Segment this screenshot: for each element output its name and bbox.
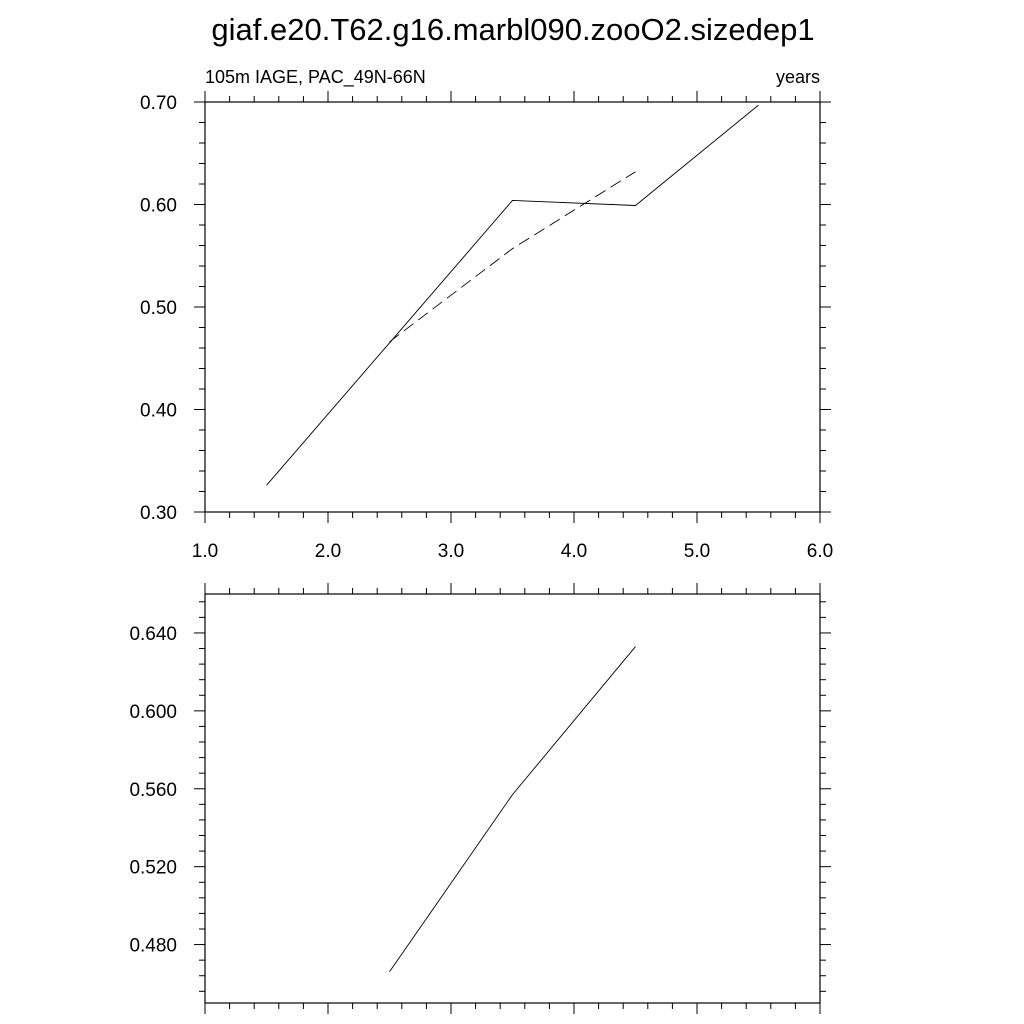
bottom-y-tick-label: 0.600: [129, 702, 177, 723]
chart-title: giaf.e20.T62.g16.marbl090.zooO2.sizedep1: [211, 12, 814, 47]
top-x-tick-label: 5.0: [684, 541, 710, 562]
top-y-tick-label: 0.60: [140, 196, 177, 217]
top-series-dashed-line: [389, 171, 636, 343]
top-plot-frame: [204, 101, 821, 513]
bottom-panel: 0.480 0.520 0.560 0.600 0.640: [129, 583, 831, 1014]
top-x-tick-label: 4.0: [561, 541, 587, 562]
bottom-y-tick-label: 0.560: [129, 780, 177, 801]
top-y-tick-label: 0.40: [140, 401, 177, 422]
top-y-tick-label: 0.30: [140, 503, 177, 524]
top-x-tick-label: 3.0: [438, 541, 464, 562]
bottom-y-tick-label: 0.520: [129, 858, 177, 879]
top-x-tick-label: 1.0: [192, 541, 218, 562]
top-y-tick-label: 0.70: [140, 93, 177, 114]
units-label: years: [776, 67, 820, 87]
bottom-y-tick-label: 0.480: [129, 936, 177, 957]
bottom-plot-frame: [204, 593, 821, 1004]
top-y-tick-label: 0.50: [140, 298, 177, 319]
top-series-solid-line: [266, 104, 759, 486]
variable-label: 105m IAGE, PAC_49N-66N: [205, 67, 426, 88]
top-x-tick-label: 2.0: [315, 541, 341, 562]
top-x-tick-label: 6.0: [807, 541, 833, 562]
bottom-y-tick-label: 0.640: [129, 624, 177, 645]
top-panel: 0.30 0.40 0.50 0.60 0.70 1.0 2.0 3.0 4.0 5.0 6.0 10…: [140, 67, 833, 562]
bottom-series-solid-line: [389, 646, 636, 973]
